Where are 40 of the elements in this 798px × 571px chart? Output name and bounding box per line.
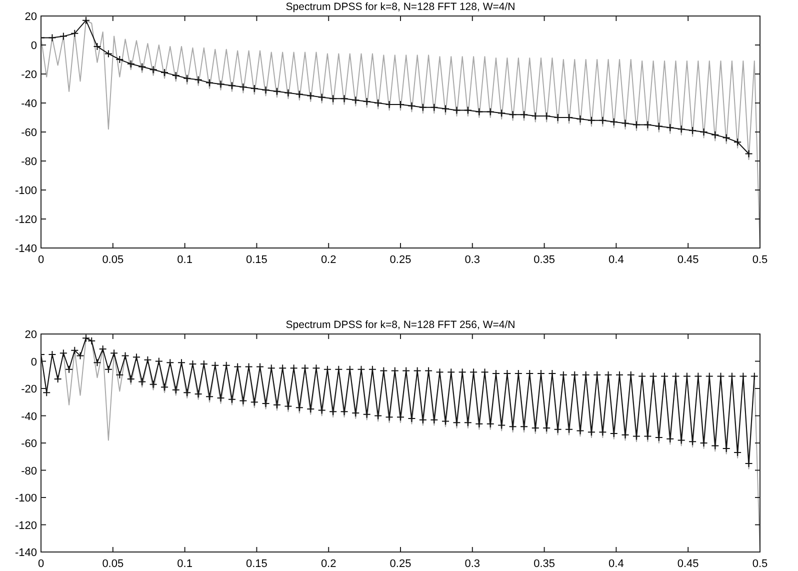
x-tick-label: 0.45 <box>677 254 699 266</box>
x-tick-label: 0.4 <box>608 558 624 570</box>
x-tick-label: 0.2 <box>320 254 336 266</box>
x-tick-label: 0.3 <box>464 558 480 570</box>
x-tick-label: 0.25 <box>390 558 412 570</box>
y-tick-label: -20 <box>21 384 37 396</box>
chart-title: Spectrum DPSS for k=8, N=128 FFT 128, W=4/N <box>286 1 516 13</box>
x-tick-label: 0.05 <box>102 254 124 266</box>
y-tick-label: -100 <box>14 185 37 197</box>
x-tick-label: 0.25 <box>390 254 412 266</box>
y-tick-label: -140 <box>14 243 37 255</box>
x-tick-label: 0.15 <box>246 254 268 266</box>
y-tick-label: 0 <box>30 40 37 52</box>
y-tick-label: 20 <box>24 11 37 23</box>
y-tick-label: -40 <box>21 98 37 110</box>
x-tick-label: 0.3 <box>464 254 480 266</box>
x-tick-label: 0.1 <box>177 254 192 266</box>
x-tick-label: 0.45 <box>677 558 699 570</box>
y-tick-label: -60 <box>21 127 37 139</box>
x-tick-label: 0.5 <box>752 558 768 570</box>
y-tick-label: 20 <box>24 329 37 341</box>
y-tick-label: -60 <box>21 438 37 450</box>
y-tick-label: -140 <box>14 547 37 559</box>
x-tick-label: 0.35 <box>534 558 556 570</box>
y-tick-label: -120 <box>14 214 37 226</box>
y-tick-label: -100 <box>14 492 37 504</box>
x-tick-label: 0.4 <box>608 254 624 266</box>
x-tick-label: 0.05 <box>102 558 124 570</box>
y-tick-label: 0 <box>30 356 37 368</box>
x-tick-label: 0.35 <box>534 254 556 266</box>
y-tick-label: -80 <box>21 465 37 478</box>
x-tick-label: 0.1 <box>177 558 192 570</box>
y-tick-label: -80 <box>21 156 37 168</box>
y-tick-label: -40 <box>21 410 37 423</box>
chart-title: Spectrum DPSS for k=8, N=128 FFT 256, W=4/N <box>286 319 516 331</box>
x-tick-label: 0.5 <box>752 254 768 266</box>
x-tick-label: 0.15 <box>246 558 268 570</box>
x-tick-label: 0.2 <box>320 558 336 570</box>
y-tick-label: -120 <box>14 520 37 532</box>
y-tick-label: -20 <box>21 69 37 81</box>
